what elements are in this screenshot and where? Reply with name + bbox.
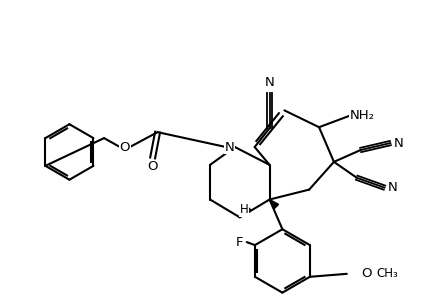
Text: O: O <box>120 141 130 153</box>
Text: CH₃: CH₃ <box>376 267 397 280</box>
Text: N: N <box>387 181 396 194</box>
Text: O: O <box>147 160 158 173</box>
Text: F: F <box>236 236 243 249</box>
Polygon shape <box>269 200 278 209</box>
Text: O: O <box>360 267 371 280</box>
Text: NH₂: NH₂ <box>350 109 374 122</box>
Text: N: N <box>392 136 402 150</box>
Text: N: N <box>264 76 274 89</box>
Text: H: H <box>239 203 247 216</box>
Text: N: N <box>225 141 234 153</box>
